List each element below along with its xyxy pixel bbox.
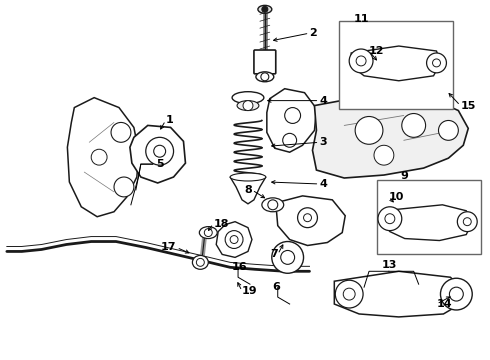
Bar [339, 21, 453, 109]
Text: 15: 15 [460, 100, 476, 111]
Text: 16: 16 [232, 262, 248, 272]
Circle shape [91, 149, 107, 165]
Text: 8: 8 [244, 185, 252, 195]
Ellipse shape [230, 173, 266, 181]
Ellipse shape [256, 72, 274, 82]
Circle shape [230, 235, 238, 243]
Circle shape [439, 121, 458, 140]
Text: 5: 5 [156, 159, 163, 169]
Polygon shape [313, 93, 468, 178]
Circle shape [111, 122, 131, 142]
Circle shape [281, 251, 294, 264]
Circle shape [449, 287, 464, 301]
Text: 4: 4 [319, 179, 327, 189]
Text: 12: 12 [369, 46, 385, 56]
Ellipse shape [199, 227, 217, 239]
Text: 18: 18 [213, 219, 229, 229]
Polygon shape [383, 205, 472, 240]
Circle shape [272, 242, 303, 273]
Circle shape [441, 278, 472, 310]
Polygon shape [351, 46, 441, 81]
Circle shape [243, 100, 253, 111]
Circle shape [146, 137, 173, 165]
Circle shape [427, 53, 446, 73]
Text: 19: 19 [242, 286, 258, 296]
Text: 1: 1 [166, 116, 173, 126]
Text: 3: 3 [319, 137, 327, 147]
Polygon shape [230, 177, 266, 204]
Text: 4: 4 [319, 96, 327, 105]
Text: 17: 17 [161, 243, 176, 252]
Circle shape [154, 145, 166, 157]
Text: 7: 7 [270, 249, 278, 260]
Circle shape [356, 56, 366, 66]
Circle shape [225, 231, 243, 248]
Polygon shape [334, 271, 464, 317]
Circle shape [355, 117, 383, 144]
Bar [377, 180, 481, 255]
Polygon shape [68, 98, 139, 217]
Text: 9: 9 [401, 171, 409, 181]
Circle shape [457, 212, 477, 231]
Text: 10: 10 [389, 192, 404, 202]
Circle shape [349, 49, 373, 73]
Circle shape [378, 207, 402, 231]
Circle shape [196, 258, 204, 266]
Circle shape [262, 6, 268, 12]
Circle shape [433, 59, 441, 67]
Polygon shape [216, 222, 252, 257]
FancyBboxPatch shape [254, 50, 276, 74]
Text: 2: 2 [310, 28, 317, 38]
Text: 14: 14 [437, 299, 452, 309]
Circle shape [285, 108, 300, 123]
Text: 13: 13 [381, 260, 396, 270]
Circle shape [402, 113, 426, 137]
Circle shape [268, 200, 278, 210]
Circle shape [283, 133, 296, 147]
Ellipse shape [258, 5, 272, 13]
Circle shape [261, 73, 269, 81]
Polygon shape [267, 89, 317, 152]
Circle shape [464, 218, 471, 226]
Circle shape [343, 288, 355, 300]
Circle shape [303, 214, 312, 222]
Ellipse shape [262, 198, 284, 212]
Text: 6: 6 [272, 282, 280, 292]
Circle shape [374, 145, 394, 165]
Polygon shape [276, 196, 345, 246]
Circle shape [204, 229, 212, 237]
Ellipse shape [193, 255, 208, 269]
Ellipse shape [232, 92, 264, 104]
Text: 11: 11 [354, 14, 369, 24]
Ellipse shape [237, 100, 259, 111]
Polygon shape [130, 125, 185, 183]
Circle shape [335, 280, 363, 308]
Circle shape [114, 177, 134, 197]
Circle shape [297, 208, 318, 228]
Circle shape [385, 214, 395, 224]
